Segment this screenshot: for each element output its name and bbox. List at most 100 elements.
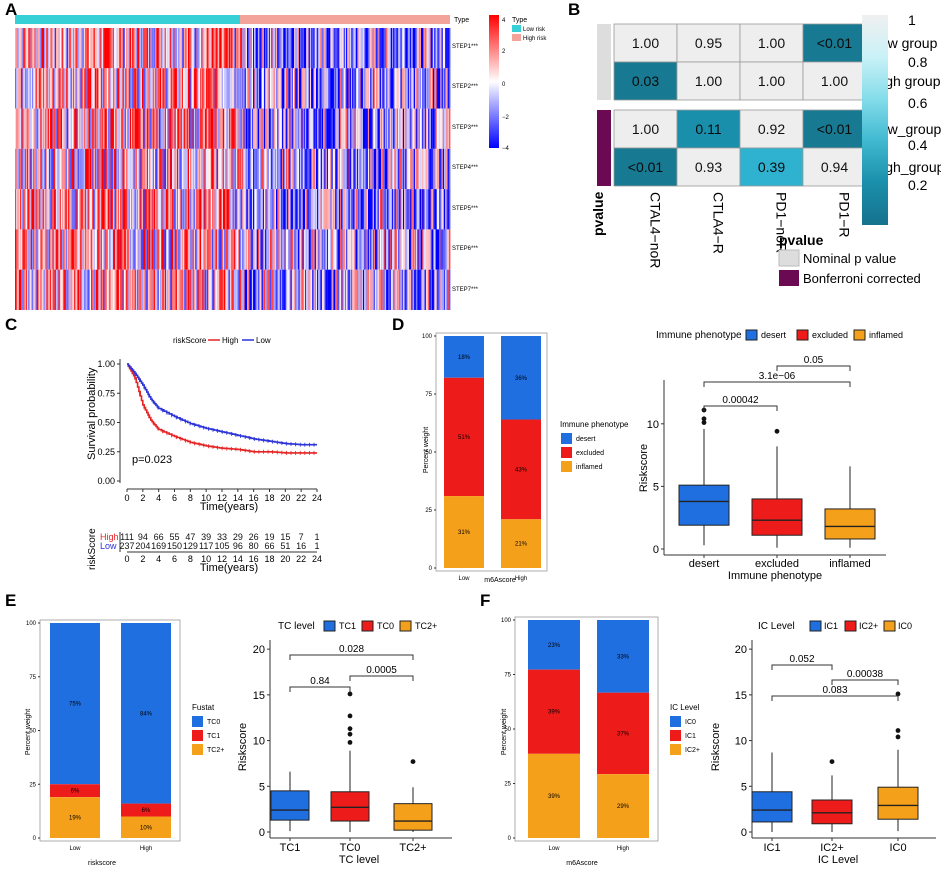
heatmap-cell	[390, 68, 393, 109]
stacked-bar-segment	[444, 496, 484, 568]
heatmap-cell	[260, 189, 262, 230]
heatmap-cell	[213, 189, 215, 230]
heatmap-cell	[174, 108, 177, 149]
heatmap-cell	[344, 108, 347, 149]
heatmap-cell	[95, 229, 98, 270]
heatmap-cell	[234, 108, 237, 149]
heatmap-cell	[215, 229, 218, 270]
heatmap-cell	[30, 68, 33, 109]
heatmap-cell	[243, 229, 245, 270]
heatmap-cell	[77, 229, 80, 270]
heatmap-cell	[350, 229, 353, 270]
heatmap-cell	[221, 68, 224, 109]
heatmap-cell	[401, 269, 404, 310]
heatmap-cell	[64, 108, 67, 149]
heatmap-cell	[361, 229, 364, 270]
heatmap-cell	[247, 229, 249, 270]
significance-pvalue: 0.05	[804, 355, 824, 366]
heatmap-cell	[209, 28, 212, 69]
heatmap-cell	[48, 28, 51, 69]
heatmap-cell	[15, 108, 17, 149]
heatmap-cell	[312, 269, 314, 310]
heatmap-cell	[285, 68, 288, 109]
heatmap-cell	[192, 269, 195, 310]
heatmap-cell	[353, 189, 355, 230]
heatmap-cell	[211, 229, 214, 270]
heatmap-cell	[69, 148, 71, 190]
heatmap-cell	[132, 28, 134, 69]
heatmap-cell	[286, 269, 289, 310]
heatmap-cell	[85, 229, 87, 270]
heatmap-cell	[243, 269, 245, 310]
heatmap-cell	[36, 148, 39, 190]
heatmap-cell	[193, 148, 196, 190]
heatmap-cell	[248, 229, 250, 270]
km-x-tick-label: 22	[296, 493, 306, 503]
heatmap-cell	[315, 108, 318, 149]
heatmap-cell	[37, 28, 40, 69]
heatmap-cell	[28, 189, 30, 230]
heatmap-cell	[44, 148, 46, 190]
bar-y-tick-label: 25	[504, 782, 511, 788]
heatmap-cell	[146, 68, 149, 109]
heatmap-cell	[222, 108, 225, 149]
heatmap-cell	[383, 68, 386, 109]
heatmap-cell	[282, 269, 284, 310]
box-legend-swatch-inflamed	[853, 329, 866, 341]
heatmap-cell	[448, 108, 451, 149]
heatmap-cell	[157, 148, 160, 190]
heatmap-cell	[68, 148, 70, 190]
heatmap-cell	[46, 229, 49, 270]
heatmap-cell	[45, 269, 47, 310]
heatmap-cell	[227, 189, 230, 230]
heatmap-cell	[309, 148, 312, 190]
heatmap-cell	[149, 68, 151, 109]
heatmap-cell	[247, 28, 249, 69]
heatmap-cell	[179, 108, 181, 149]
heatmap-cell	[435, 148, 438, 190]
heatmap-cell	[37, 148, 40, 190]
heatmap-cell	[231, 189, 233, 230]
heatmap-cell	[311, 148, 313, 190]
heatmap-cell	[379, 148, 382, 190]
heatmap-cell	[75, 108, 78, 149]
heatmap-cell	[199, 189, 202, 230]
heatmap-cell	[145, 148, 148, 190]
heatmap-cell	[239, 269, 242, 310]
heatmap-cell	[268, 108, 271, 149]
heatmap-cell	[250, 269, 253, 310]
heatmap-cell	[418, 269, 421, 310]
heatmap-cell	[319, 28, 322, 69]
heatmap-cell	[389, 189, 392, 230]
box-legend-ic1: IC1	[824, 621, 838, 631]
heatmap-cell	[189, 189, 191, 230]
heatmap-cell	[22, 28, 24, 69]
heatmap-cell	[198, 189, 201, 230]
heatmap-cell	[115, 269, 117, 310]
heatmap-cell	[204, 189, 207, 230]
box-y-tick-label: 5	[259, 781, 265, 793]
heatmap-cell	[358, 269, 360, 310]
heatmap-cell	[268, 189, 271, 230]
heatmap-cell	[25, 148, 28, 190]
heatmap-cell	[39, 189, 41, 230]
significance-pvalue: 0.84	[310, 676, 330, 687]
heatmap-cell	[382, 269, 384, 310]
heatmap-cell	[405, 68, 407, 109]
heatmap-cell	[367, 269, 370, 310]
heatmap-cell	[326, 108, 329, 149]
heatmap-cell	[131, 229, 133, 270]
heatmap-cell	[231, 68, 233, 109]
heatmap-cell	[42, 68, 45, 109]
heatmap-cell	[169, 148, 172, 190]
heatmap-cell	[282, 229, 284, 270]
heatmap-cell	[441, 189, 444, 230]
heatmap-cell	[187, 229, 190, 270]
heatmap-cell	[89, 229, 92, 270]
heatmap-cell	[190, 28, 192, 69]
heatmap-cell	[272, 108, 274, 149]
heatmap-cell	[147, 68, 150, 109]
heatmap-cell	[294, 148, 296, 190]
heatmap-cell	[231, 148, 233, 190]
heatmap-cell	[127, 189, 129, 230]
